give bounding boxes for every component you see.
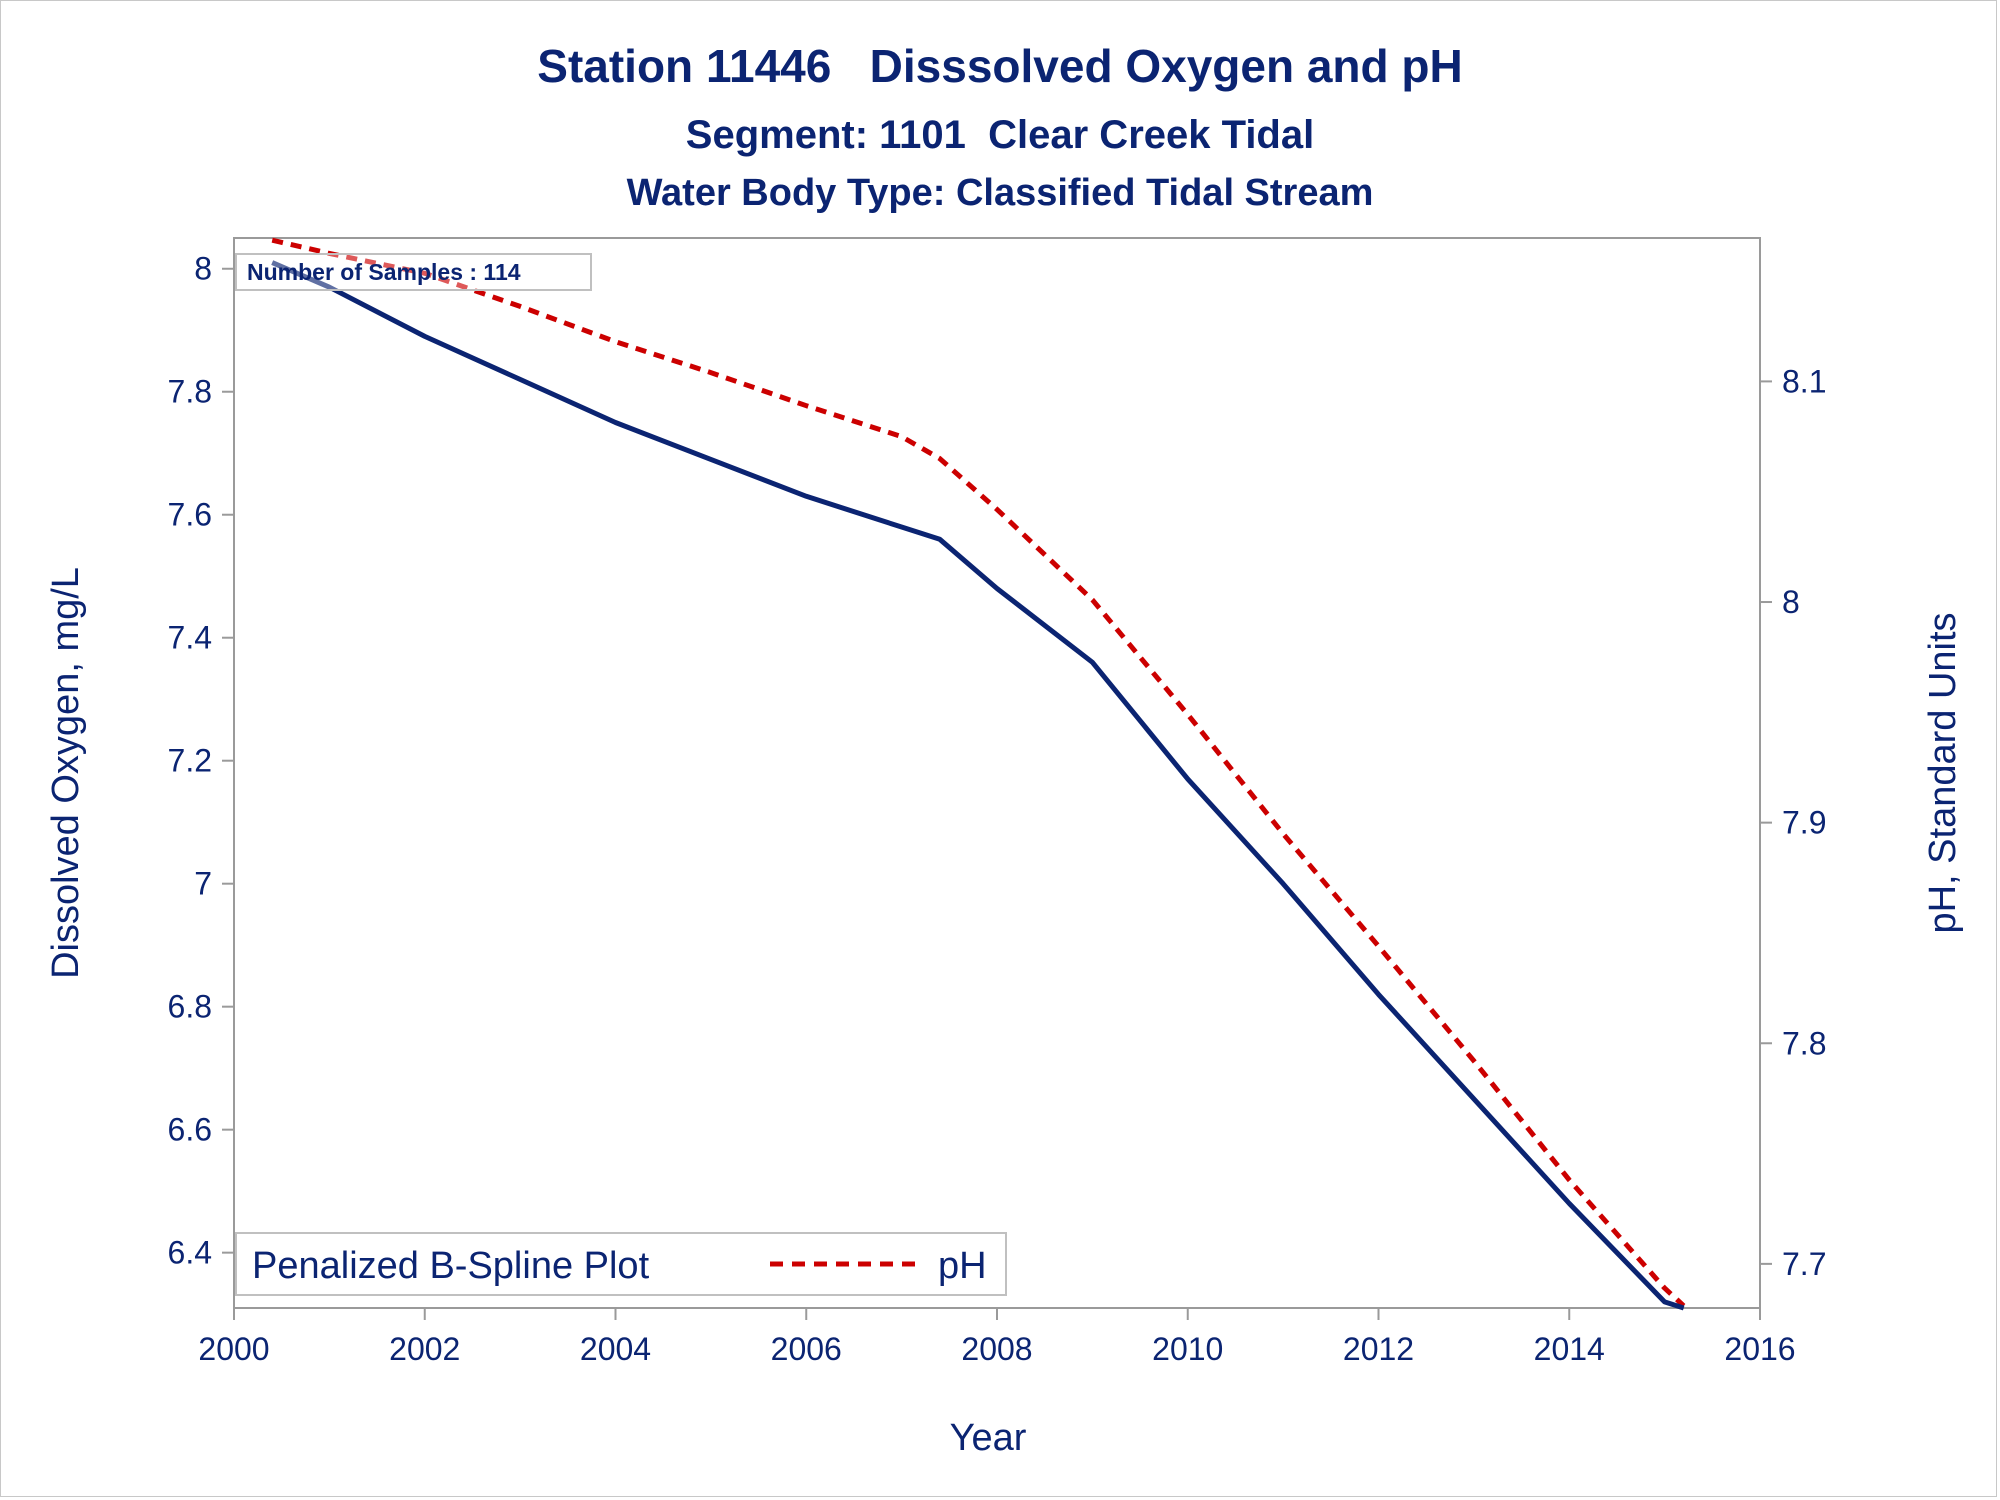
x-tick-label: 2006 <box>771 1331 842 1367</box>
y-tick-label: 7.6 <box>168 497 212 533</box>
x-tick-label: 2012 <box>1343 1331 1414 1367</box>
x-tick-label: 2004 <box>580 1331 651 1367</box>
x-tick-label: 2000 <box>198 1331 269 1367</box>
sample-count-inset: Number of Samples : 114 <box>235 253 592 291</box>
series-line-dissolved-oxygen <box>271 260 1685 1311</box>
y-tick-label: 7.4 <box>168 620 212 656</box>
sample-count-label: Number of Samples : 114 <box>247 259 521 285</box>
y-axis-left: 6.4 6.6 6.8 7 7.2 7.4 7.6 7.8 8 <box>168 251 234 1271</box>
y2-axis-label: pH, Standard Units <box>1922 612 1964 933</box>
chart-subtitle-2: Water Body Type: Classified Tidal Stream <box>627 172 1374 214</box>
legend-title: Penalized B-Spline Plot <box>252 1245 650 1287</box>
y-tick-label: 7.8 <box>168 374 212 410</box>
series-layer <box>271 237 1686 1311</box>
plot-area <box>233 237 1761 1309</box>
x-tick-label: 2008 <box>961 1331 1032 1367</box>
x-tick-label: 2002 <box>389 1331 460 1367</box>
y2-tick-label: 7.7 <box>1782 1246 1826 1282</box>
y2-tick-label: 8 <box>1782 584 1800 620</box>
y-tick-label: 7 <box>194 866 212 902</box>
chart-subtitle: Segment: 1101 Clear Creek Tidal <box>686 113 1314 157</box>
legend-box <box>235 1232 1007 1296</box>
y-tick-label: 6.8 <box>168 989 212 1025</box>
legend: Penalized B-Spline Plot pH <box>235 1232 1007 1296</box>
plot-border <box>233 237 1761 1309</box>
x-axis-label: Year <box>950 1417 1027 1459</box>
x-tick-label: 2014 <box>1534 1331 1605 1367</box>
inset-box <box>235 253 592 291</box>
y2-tick-label: 7.8 <box>1782 1025 1826 1061</box>
y-axis-right: 7.7 7.8 7.9 8 8.1 <box>1760 363 1826 1282</box>
y-tick-label: 8 <box>194 251 212 287</box>
y-tick-label: 6.6 <box>168 1112 212 1148</box>
y-tick-label: 6.4 <box>168 1235 212 1271</box>
legend-ph-label: pH <box>938 1245 987 1287</box>
chart-title: Station 11446 Disssolved Oxygen and pH <box>537 40 1462 92</box>
y-axis-label: Dissolved Oxygen, mg/L <box>45 567 87 979</box>
x-tick-label: 2016 <box>1724 1331 1795 1367</box>
x-axis: 2000 2002 2004 2006 2008 2010 2012 2014 2016 <box>198 1308 1796 1367</box>
y2-tick-label: 8.1 <box>1782 363 1826 399</box>
y-tick-label: 7.2 <box>168 743 212 779</box>
series-line-ph <box>271 237 1686 1308</box>
y2-tick-label: 7.9 <box>1782 805 1826 841</box>
x-tick-label: 2010 <box>1152 1331 1223 1367</box>
